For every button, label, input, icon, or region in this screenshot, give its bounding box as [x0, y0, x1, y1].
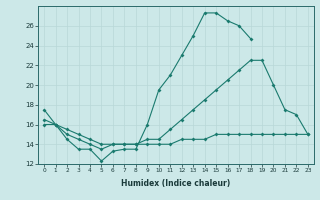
X-axis label: Humidex (Indice chaleur): Humidex (Indice chaleur) — [121, 179, 231, 188]
